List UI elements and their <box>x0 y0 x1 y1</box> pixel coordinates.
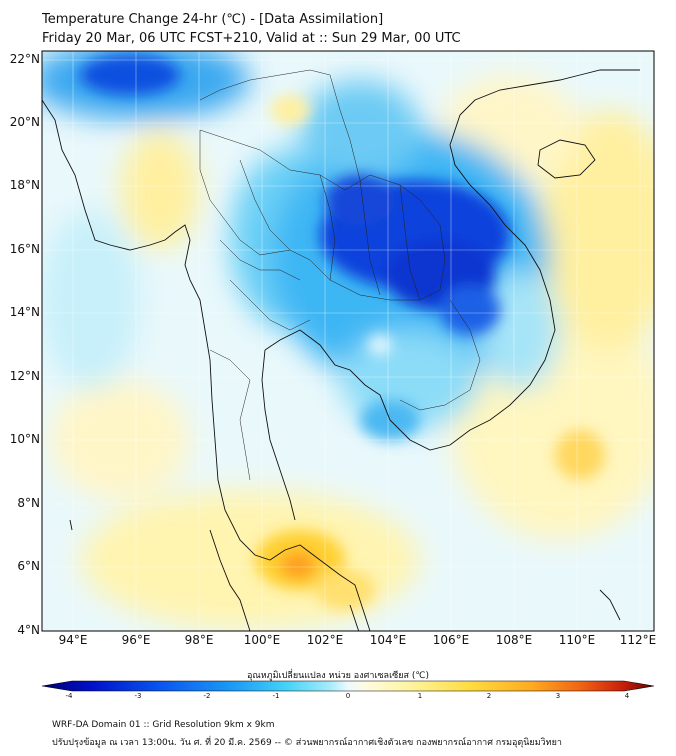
lon-label-94e: 94°E <box>58 633 88 647</box>
colorbar-tick: -3 <box>134 692 142 700</box>
colorbar-tick: 3 <box>555 692 561 700</box>
chart-title: Temperature Change 24-hr (℃) - [Data Ass… <box>42 12 384 27</box>
lat-label-10n: 10°N <box>9 432 40 446</box>
lon-label-106e: 106°E <box>432 633 470 647</box>
lat-label-6n: 6°N <box>17 559 40 573</box>
colorbar-tick: 2 <box>486 692 492 700</box>
colorbar-tick: 4 <box>624 692 630 700</box>
footer-credit: ปรับปรุงข้อมูล ณ เวลา 13:00น. วัน ศ. ที่… <box>52 738 562 748</box>
lat-label-20n: 20°N <box>9 115 40 129</box>
lon-label-110e: 110°E <box>558 633 596 647</box>
plot-frame <box>41 50 655 632</box>
lon-label-108e: 108°E <box>495 633 533 647</box>
lon-label-112e: 112°E <box>619 633 657 647</box>
chart-subtitle: Friday 20 Mar, 06 UTC FCST+210, Valid at… <box>42 31 461 46</box>
colorbar-tick: -1 <box>272 692 280 700</box>
lat-label-16n: 16°N <box>9 242 40 256</box>
lon-label-104e: 104°E <box>369 633 407 647</box>
lat-label-12n: 12°N <box>9 369 40 383</box>
colorbar <box>41 680 655 692</box>
gridlines <box>42 51 654 631</box>
coastlines <box>42 69 640 631</box>
lat-label-4n: 4°N <box>17 623 40 637</box>
lat-label-22n: 22°N <box>9 52 40 66</box>
lon-label-102e: 102°E <box>306 633 344 647</box>
colorbar-tick: -4 <box>65 692 73 700</box>
lat-label-14n: 14°N <box>9 305 40 319</box>
lat-label-8n: 8°N <box>17 496 40 510</box>
colorbar-tick: 1 <box>417 692 423 700</box>
lon-label-100e: 100°E <box>243 633 281 647</box>
lat-label-18n: 18°N <box>9 178 40 192</box>
footer-model-info: WRF-DA Domain 01 :: Grid Resolution 9km … <box>52 720 275 730</box>
colorbar-tick: -2 <box>203 692 211 700</box>
lon-label-96e: 96°E <box>121 633 151 647</box>
province-borders <box>199 69 481 481</box>
lon-label-98e: 98°E <box>184 633 214 647</box>
colorbar-title: อุณหภูมิเปลี่ยนแปลง หน่วย องศาเซลเซียส (… <box>246 671 430 681</box>
colorbar-tick: 0 <box>345 692 351 700</box>
